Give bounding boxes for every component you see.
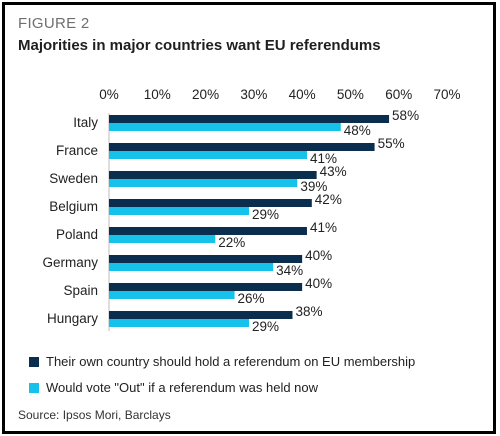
bar-vote-out xyxy=(109,263,274,271)
legend-label-referendum: Their own country should hold a referend… xyxy=(46,354,416,369)
figure-frame: FIGURE 2 Majorities in major countries w… xyxy=(2,2,496,434)
bar-vote-out xyxy=(109,319,250,327)
data-label-vote-out: 48% xyxy=(344,123,371,138)
bar-referendum xyxy=(109,143,375,151)
bar-chart: 0% 10% 20% 30% 40% 50% 60% 70% Italy France Swede… xyxy=(42,87,460,334)
data-labels: 58%48%55%41%43%39%42%29%41%22%40%34%40%2… xyxy=(218,108,419,334)
legend-swatch-vote-out xyxy=(29,383,39,393)
bar-referendum xyxy=(109,311,293,319)
data-label-referendum: 42% xyxy=(315,192,342,207)
figure-label: FIGURE 2 xyxy=(18,15,90,32)
data-label-vote-out: 39% xyxy=(300,179,327,194)
bar-referendum xyxy=(109,115,390,123)
data-label-vote-out: 41% xyxy=(310,151,337,166)
data-label-vote-out: 29% xyxy=(252,319,279,334)
x-tick-label: 50% xyxy=(337,87,364,102)
data-label-referendum: 43% xyxy=(320,164,347,179)
data-label-referendum: 40% xyxy=(305,248,332,263)
x-tick-label: 60% xyxy=(385,87,412,102)
data-label-referendum: 38% xyxy=(295,304,322,319)
data-label-vote-out: 26% xyxy=(238,291,265,306)
category-label: Belgium xyxy=(49,199,98,214)
legend-item-vote-out: Would vote "Out" if a referendum was hel… xyxy=(29,380,318,395)
bar-referendum xyxy=(109,199,312,207)
x-tick-label: 0% xyxy=(99,87,119,102)
category-labels: Italy France Sweden Belgium Poland Germany Spa… xyxy=(42,115,98,326)
data-label-vote-out: 29% xyxy=(252,207,279,222)
category-label: Sweden xyxy=(49,171,98,186)
bar-referendum xyxy=(109,283,303,291)
bar-referendum xyxy=(109,255,303,263)
bars xyxy=(109,115,390,327)
legend-item-referendum: Their own country should hold a referend… xyxy=(29,354,415,369)
x-axis-ticks: 0% 10% 20% 30% 40% 50% 60% 70% xyxy=(99,87,460,102)
bar-vote-out xyxy=(109,151,307,159)
category-label: Italy xyxy=(73,115,98,130)
source-note: Source: Ipsos Mori, Barclays xyxy=(18,408,171,422)
legend-label-vote-out: Would vote "Out" if a referendum was hel… xyxy=(46,380,319,395)
bar-vote-out xyxy=(109,291,235,299)
category-label: Germany xyxy=(42,255,98,270)
x-tick-label: 10% xyxy=(144,87,171,102)
data-label-referendum: 41% xyxy=(310,220,337,235)
bar-vote-out xyxy=(109,179,298,187)
chart-title: Majorities in major countries want EU re… xyxy=(18,37,381,54)
data-label-vote-out: 34% xyxy=(276,263,303,278)
data-label-referendum: 55% xyxy=(378,136,405,151)
bar-vote-out xyxy=(109,235,216,243)
bar-vote-out xyxy=(109,123,341,131)
x-tick-label: 30% xyxy=(240,87,267,102)
x-tick-label: 40% xyxy=(289,87,316,102)
x-tick-label: 70% xyxy=(433,87,460,102)
x-tick-label: 20% xyxy=(192,87,219,102)
data-label-vote-out: 22% xyxy=(218,235,245,250)
data-label-referendum: 40% xyxy=(305,276,332,291)
bar-referendum xyxy=(109,227,307,235)
bar-vote-out xyxy=(109,207,250,215)
data-label-referendum: 58% xyxy=(392,108,419,123)
category-label: Spain xyxy=(63,283,98,298)
category-label: France xyxy=(56,143,98,158)
legend-swatch-referendum xyxy=(29,357,39,367)
bar-referendum xyxy=(109,171,317,179)
category-label: Hungary xyxy=(47,311,98,326)
category-label: Poland xyxy=(56,227,98,242)
